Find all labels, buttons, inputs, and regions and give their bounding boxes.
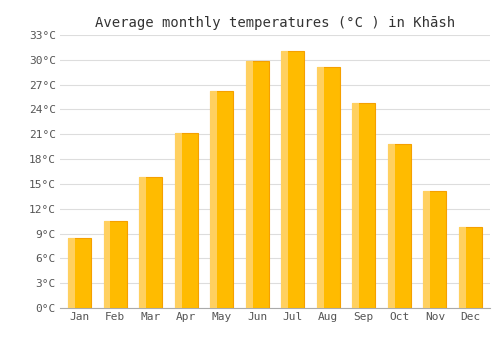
Bar [352, 103, 359, 308]
Bar [281, 51, 304, 308]
Bar [246, 62, 252, 308]
Bar [104, 221, 126, 308]
Bar [352, 103, 376, 308]
Bar [281, 51, 288, 308]
Bar [210, 91, 233, 308]
Bar [174, 133, 198, 308]
Bar [139, 177, 146, 308]
Bar [459, 227, 482, 308]
Bar [68, 238, 91, 308]
Bar [317, 67, 324, 308]
Bar [174, 133, 182, 308]
Bar [139, 177, 162, 308]
Bar [68, 238, 75, 308]
Bar [388, 144, 395, 308]
Bar [424, 190, 430, 308]
Bar [246, 62, 269, 308]
Bar [388, 144, 411, 308]
Bar [317, 67, 340, 308]
Bar [210, 91, 217, 308]
Title: Average monthly temperatures (°C ) in Khāsh: Average monthly temperatures (°C ) in Kh… [95, 16, 455, 30]
Bar [104, 221, 110, 308]
Bar [424, 190, 446, 308]
Bar [459, 227, 466, 308]
